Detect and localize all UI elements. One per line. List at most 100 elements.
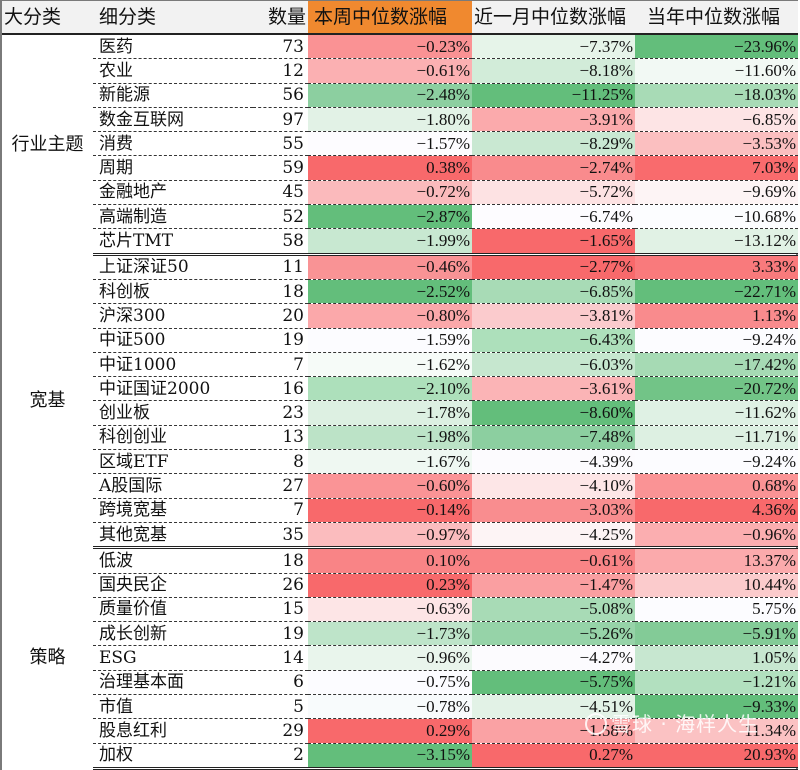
week-return-cell[interactable]: −0.14% <box>308 498 472 523</box>
ytd-return-cell[interactable]: −5.91% <box>635 621 798 647</box>
ytd-return-cell[interactable]: −9.24% <box>635 328 798 353</box>
subcategory-cell[interactable]: 芯片TMT <box>93 228 253 256</box>
week-return-cell[interactable]: −1.59% <box>308 328 472 353</box>
count-cell[interactable]: 45 <box>253 180 308 206</box>
week-return-cell[interactable]: −1.57% <box>308 131 472 157</box>
week-return-cell[interactable]: −2.48% <box>308 83 472 108</box>
ytd-return-cell[interactable]: 13.37% <box>635 547 798 574</box>
count-cell[interactable]: 8 <box>253 449 308 475</box>
subcategory-cell[interactable]: 市值 <box>93 694 253 720</box>
ytd-return-cell[interactable]: −6.85% <box>635 107 798 133</box>
subcategory-cell[interactable]: 国央民企 <box>93 573 253 598</box>
header-category[interactable]: 大分类 <box>2 1 93 35</box>
count-cell[interactable]: 26 <box>253 573 308 598</box>
subcategory-cell[interactable]: 农业 <box>93 58 253 84</box>
count-cell[interactable]: 20 <box>253 303 308 329</box>
month-return-cell[interactable]: −7.37% <box>472 34 635 60</box>
count-cell[interactable]: 29 <box>253 718 308 744</box>
week-return-cell[interactable]: −1.80% <box>308 107 472 133</box>
month-return-cell[interactable]: −8.60% <box>472 400 635 426</box>
month-return-cell[interactable]: −3.91% <box>472 107 635 133</box>
week-return-cell[interactable]: −0.61% <box>308 58 472 84</box>
ytd-return-cell[interactable]: −18.03% <box>635 83 798 108</box>
subcategory-cell[interactable]: 数金互联网 <box>93 107 253 133</box>
month-return-cell[interactable]: −4.10% <box>472 473 635 499</box>
week-return-cell[interactable]: 0.10% <box>308 547 472 574</box>
ytd-return-cell[interactable]: 0.68% <box>635 473 798 499</box>
month-return-cell[interactable]: −2.77% <box>472 254 635 280</box>
subcategory-cell[interactable]: 股息红利 <box>93 718 253 744</box>
week-return-cell[interactable]: −1.62% <box>308 352 472 378</box>
count-cell[interactable]: 35 <box>253 522 308 550</box>
ytd-return-cell[interactable]: −0.96% <box>635 522 798 550</box>
ytd-return-cell[interactable]: 10.44% <box>635 573 798 598</box>
count-cell[interactable]: 27 <box>253 473 308 499</box>
count-cell[interactable]: 11 <box>253 254 308 280</box>
week-return-cell[interactable]: −1.67% <box>308 449 472 475</box>
header-week-median-return[interactable]: 本周中位数涨幅 <box>308 1 472 35</box>
subcategory-cell[interactable]: 高端制造 <box>93 204 253 230</box>
ytd-return-cell[interactable]: −23.96% <box>635 34 798 60</box>
ytd-return-cell[interactable]: 11.34% <box>635 718 798 744</box>
subcategory-cell[interactable]: 周期 <box>93 155 253 181</box>
subcategory-cell[interactable]: 中证国证2000 <box>93 376 253 402</box>
subcategory-cell[interactable]: ESG <box>93 645 253 671</box>
week-return-cell[interactable]: −1.78% <box>308 400 472 426</box>
count-cell[interactable]: 23 <box>253 400 308 426</box>
subcategory-cell[interactable]: 区域ETF <box>93 449 253 475</box>
count-cell[interactable]: 52 <box>253 204 308 230</box>
count-cell[interactable]: 58 <box>253 228 308 256</box>
month-return-cell[interactable]: −4.25% <box>472 522 635 550</box>
count-cell[interactable]: 18 <box>253 279 308 305</box>
subcategory-cell[interactable]: 治理基本面 <box>93 670 253 696</box>
month-return-cell[interactable]: −3.81% <box>472 303 635 329</box>
subcategory-cell[interactable]: 科创创业 <box>93 425 253 451</box>
week-return-cell[interactable]: −2.10% <box>308 376 472 402</box>
ytd-return-cell[interactable]: −17.42% <box>635 352 798 378</box>
month-return-cell[interactable]: −6.85% <box>472 279 635 305</box>
subcategory-cell[interactable]: 沪深300 <box>93 303 253 329</box>
month-return-cell[interactable]: −1.65% <box>472 228 635 256</box>
week-return-cell[interactable]: −3.15% <box>308 743 472 770</box>
subcategory-cell[interactable]: 成长创新 <box>93 621 253 647</box>
week-return-cell[interactable]: −0.80% <box>308 303 472 329</box>
week-return-cell[interactable]: −2.52% <box>308 279 472 305</box>
week-return-cell[interactable]: −1.73% <box>308 621 472 647</box>
header-subcategory[interactable]: 细分类 <box>93 1 253 35</box>
month-return-cell[interactable]: −5.75% <box>472 670 635 696</box>
week-return-cell[interactable]: −0.63% <box>308 597 472 623</box>
month-return-cell[interactable]: −1.47% <box>472 573 635 598</box>
week-return-cell[interactable]: −0.23% <box>308 34 472 60</box>
week-return-cell[interactable]: 0.29% <box>308 718 472 744</box>
ytd-return-cell[interactable]: −10.68% <box>635 204 798 230</box>
month-return-cell[interactable]: −4.39% <box>472 449 635 475</box>
ytd-return-cell[interactable]: −9.24% <box>635 449 798 475</box>
week-return-cell[interactable]: −0.97% <box>308 522 472 550</box>
ytd-return-cell[interactable]: −11.60% <box>635 58 798 84</box>
ytd-return-cell[interactable]: 7.03% <box>635 155 798 181</box>
month-return-cell[interactable]: −4.27% <box>472 645 635 671</box>
header-count[interactable]: 数量 <box>253 1 308 35</box>
count-cell[interactable]: 2 <box>253 743 308 770</box>
week-return-cell[interactable]: −1.99% <box>308 228 472 256</box>
month-return-cell[interactable]: −6.03% <box>472 352 635 378</box>
count-cell[interactable]: 19 <box>253 328 308 353</box>
ytd-return-cell[interactable]: −20.72% <box>635 376 798 402</box>
month-return-cell[interactable]: −1.58% <box>472 718 635 744</box>
subcategory-cell[interactable]: 新能源 <box>93 83 253 108</box>
ytd-return-cell[interactable]: 3.33% <box>635 254 798 280</box>
ytd-return-cell[interactable]: −9.33% <box>635 694 798 720</box>
subcategory-cell[interactable]: A股国际 <box>93 473 253 499</box>
subcategory-cell[interactable]: 加权 <box>93 743 253 770</box>
month-return-cell[interactable]: −0.61% <box>472 547 635 574</box>
subcategory-cell[interactable]: 医药 <box>93 34 253 60</box>
subcategory-cell[interactable]: 创业板 <box>93 400 253 426</box>
month-return-cell[interactable]: 0.27% <box>472 743 635 770</box>
ytd-return-cell[interactable]: −9.69% <box>635 180 798 206</box>
count-cell[interactable]: 56 <box>253 83 308 108</box>
ytd-return-cell[interactable]: 5.75% <box>635 597 798 623</box>
count-cell[interactable]: 5 <box>253 694 308 720</box>
week-return-cell[interactable]: −0.72% <box>308 180 472 206</box>
week-return-cell[interactable]: −0.46% <box>308 254 472 280</box>
count-cell[interactable]: 97 <box>253 107 308 133</box>
